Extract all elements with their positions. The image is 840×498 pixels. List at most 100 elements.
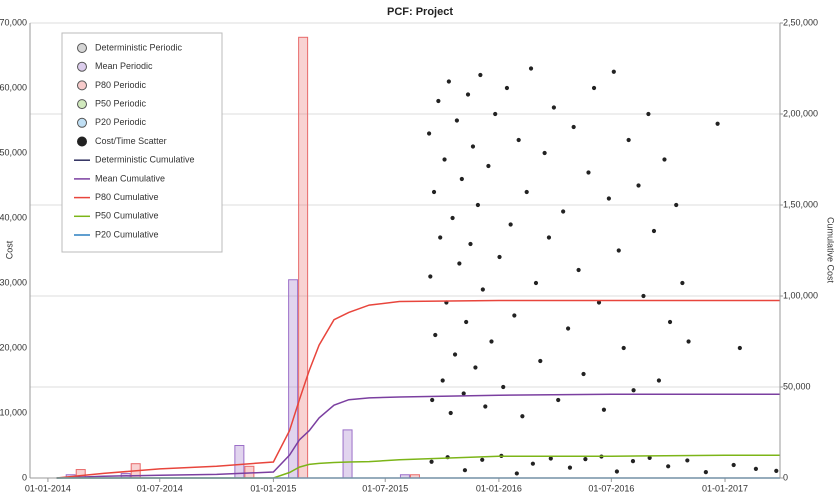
scatter-point — [508, 222, 513, 227]
scatter-point — [442, 157, 447, 162]
scatter-point — [626, 137, 631, 143]
scatter-point — [429, 459, 434, 464]
scatter-point — [651, 228, 657, 234]
scatter-point — [516, 137, 521, 143]
y-tick-label: 0 — [22, 472, 27, 482]
scatter-point — [538, 358, 543, 364]
legend-marker — [77, 136, 87, 147]
scatter-point — [636, 183, 641, 188]
legend-label: P80 Cumulative — [95, 192, 159, 202]
y2-tick-label: 2,50,000 — [783, 17, 818, 27]
scatter-point — [567, 465, 573, 470]
scatter-point — [433, 332, 438, 338]
scatter-point — [524, 189, 529, 195]
scatter-point — [452, 352, 458, 357]
scatter-point — [464, 319, 469, 325]
scatter-point — [586, 170, 591, 175]
legend-label: P50 Periodic — [95, 98, 147, 108]
scatter-point — [431, 189, 437, 195]
scatter-point — [551, 105, 556, 110]
scatter-point — [483, 404, 488, 409]
scatter-point — [475, 202, 480, 208]
scatter-point — [548, 456, 553, 461]
scatter-point — [571, 124, 576, 130]
scatter-point — [493, 111, 498, 117]
y2-tick-label: 50,000 — [783, 381, 811, 391]
y-tick-label: 20,000 — [0, 342, 27, 352]
x-tick-label: 01-01-2015 — [250, 483, 296, 493]
scatter-point — [774, 468, 779, 473]
scatter-point — [512, 313, 517, 318]
scatter-point — [497, 254, 502, 260]
x-tick-label: 01-01-2017 — [702, 483, 748, 493]
scatter-point — [606, 196, 611, 201]
y-axis-title: Cost — [4, 240, 14, 259]
y-tick-label: 30,000 — [0, 277, 27, 287]
scatter-point — [489, 339, 494, 344]
scatter-point — [703, 470, 708, 475]
scatter-point — [667, 319, 673, 325]
scatter-point — [715, 121, 720, 126]
scatter-point — [611, 69, 616, 74]
scatter-point — [583, 457, 588, 462]
scatter-point — [457, 261, 462, 266]
scatter-point — [480, 287, 485, 292]
scatter-point — [680, 280, 685, 286]
scatter-point — [528, 66, 534, 71]
scatter-point — [686, 339, 691, 344]
scatter-point — [473, 365, 478, 370]
scatter-point — [731, 462, 736, 468]
scatter-point — [459, 176, 464, 182]
legend-marker — [77, 43, 87, 53]
scatter-point — [454, 118, 459, 123]
scatter-point — [601, 407, 607, 412]
scatter-point — [465, 92, 471, 97]
y-tick-label: 50,000 — [0, 147, 27, 157]
x-tick-label: 01-01-2016 — [476, 483, 522, 493]
scatter-point — [631, 388, 636, 393]
scatter-point — [641, 293, 646, 299]
scatter-point — [450, 215, 455, 221]
scatter-point — [561, 209, 566, 214]
scatter-point — [542, 150, 547, 156]
legend-marker — [77, 99, 87, 110]
scatter-point — [596, 300, 602, 305]
y2-axis-title: Cumulative Cost — [826, 217, 836, 284]
scatter-point — [448, 410, 453, 416]
legend-label: P80 Periodic — [95, 80, 147, 90]
x-tick-label: 01-01-2014 — [25, 483, 71, 493]
scatter-point — [565, 326, 571, 331]
scatter-point — [753, 466, 759, 471]
x-tick-label: 01-07-2014 — [137, 483, 183, 493]
scatter-point — [737, 345, 742, 351]
scatter-point — [591, 85, 597, 91]
bar — [298, 36, 309, 479]
bar — [342, 429, 353, 479]
scatter-point — [514, 471, 519, 476]
chart-title: PCF: Project — [387, 6, 453, 18]
y-tick-label: 70,000 — [0, 17, 27, 27]
y-tick-label: 40,000 — [0, 212, 27, 222]
scatter-point — [428, 274, 433, 279]
scatter-point — [480, 457, 485, 462]
legend-label: Deterministic Cumulative — [95, 155, 195, 165]
scatter-point — [674, 202, 679, 208]
scatter-point — [616, 248, 621, 253]
scatter-point — [461, 391, 466, 396]
y2-tick-label: 1,50,000 — [783, 199, 818, 209]
scatter-point — [468, 241, 473, 247]
scatter-point — [662, 157, 667, 162]
scatter-point — [446, 79, 451, 84]
y2-tick-label: 2,00,000 — [783, 108, 818, 118]
scatter-point — [656, 378, 662, 383]
legend-label: Deterministic Periodic — [95, 42, 183, 52]
x-tick-label: 01-07-2015 — [362, 483, 408, 493]
legend-label: Mean Periodic — [95, 61, 153, 71]
legend-marker — [77, 61, 87, 72]
legend-label: P20 Periodic — [95, 117, 147, 127]
scatter-point — [581, 371, 586, 377]
y-tick-label: 10,000 — [0, 407, 27, 417]
scatter-point — [621, 345, 626, 351]
scatter-point — [486, 163, 491, 169]
y2-tick-label: 1,00,000 — [783, 290, 818, 300]
